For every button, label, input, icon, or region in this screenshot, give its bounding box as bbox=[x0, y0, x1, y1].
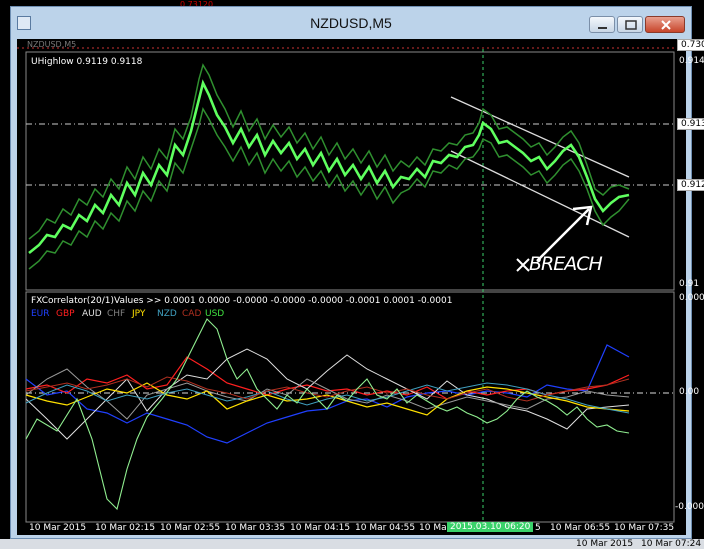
series-aud bbox=[25, 348, 630, 440]
header-price: 0.73002 bbox=[677, 39, 704, 51]
maximize-button[interactable] bbox=[617, 16, 643, 33]
indicator-label: UHighlow 0.9119 0.9118 bbox=[31, 57, 143, 67]
series-jpy bbox=[25, 382, 630, 416]
legend-chf: CHF bbox=[107, 309, 126, 319]
crosshair-time-label: 2015.03.10 06:20 bbox=[447, 522, 534, 532]
time-label: 10 Mar 03:35 bbox=[225, 523, 286, 533]
correlator-label: FXCorrelator(20/1)Values >> 0.0001 0.000… bbox=[31, 296, 453, 306]
legend-gbp: GBP bbox=[56, 309, 75, 319]
envelope-lower bbox=[28, 107, 630, 270]
legend-nzd: NZD bbox=[157, 309, 177, 319]
background-price-label: 0.73120 bbox=[180, 0, 214, 9]
channel-line-upper[interactable] bbox=[450, 96, 630, 178]
legend-cad: CAD bbox=[182, 309, 202, 319]
symbol-tag: NZDUSD,M5 bbox=[27, 40, 77, 49]
breach-annotation[interactable]: BREACH bbox=[529, 253, 603, 275]
title-bar[interactable]: NZDUSD,M5 bbox=[11, 7, 691, 39]
envelope-upper bbox=[28, 63, 630, 240]
close-button[interactable] bbox=[645, 16, 685, 33]
series-cad bbox=[25, 376, 630, 402]
price-scale-top: 0.9145 bbox=[679, 56, 704, 66]
channel-line-lower[interactable] bbox=[450, 150, 630, 238]
taskbar-time-2: 10 Mar 07:24 bbox=[641, 539, 702, 549]
chart-canvas[interactable]: NZDUSD,M5 0.73002 UHighlow 0.9119 0.9118… bbox=[17, 39, 704, 535]
correlator-scale-zero: 0.00 bbox=[679, 387, 700, 397]
correlator-scale-top: 0.0003 bbox=[679, 293, 704, 303]
close-icon bbox=[661, 20, 671, 30]
series-nzd bbox=[25, 382, 630, 414]
time-label: 10 Mar 02:55 bbox=[160, 523, 221, 533]
time-label: 10 Mar 04:15 bbox=[290, 523, 351, 533]
legend-usd: USD bbox=[205, 309, 225, 319]
breach-arrowhead bbox=[572, 205, 593, 226]
taskbar-strip bbox=[0, 539, 704, 549]
series-chf bbox=[25, 368, 630, 420]
series-eur bbox=[25, 344, 630, 444]
time-label: 5 bbox=[535, 523, 541, 533]
legend-aud: AUD bbox=[82, 309, 102, 319]
correlator-scale-bottom: -0.0003 bbox=[675, 502, 704, 512]
chart-svg bbox=[17, 39, 686, 523]
time-label: 10 Mar 2015 bbox=[29, 523, 87, 533]
legend-jpy: JPY bbox=[132, 309, 146, 319]
main-pane-border bbox=[25, 51, 675, 291]
series-usd bbox=[25, 318, 630, 511]
breach-arrow bbox=[536, 208, 590, 262]
price-scale-mid: 0.9132 bbox=[677, 118, 704, 130]
breach-x-mark bbox=[516, 258, 530, 272]
minimize-icon bbox=[598, 27, 607, 29]
time-label: 10 Mar 07:35 bbox=[614, 523, 675, 533]
minimize-button[interactable] bbox=[589, 16, 615, 33]
time-label: 10 Mar 04:55 bbox=[355, 523, 416, 533]
time-label: 10 Mar bbox=[419, 523, 451, 533]
price-scale-bottom: 0.91 bbox=[679, 279, 700, 289]
legend-eur: EUR bbox=[31, 309, 50, 319]
time-label: 10 Mar 06:55 bbox=[550, 523, 611, 533]
window-title: NZDUSD,M5 bbox=[310, 15, 392, 31]
taskbar-time-1: 10 Mar 2015 bbox=[576, 539, 634, 549]
price-line bbox=[28, 79, 630, 255]
maximize-icon bbox=[625, 20, 637, 30]
time-label: 10 Mar 02:15 bbox=[95, 523, 156, 533]
chart-window-icon[interactable] bbox=[17, 16, 31, 30]
correlator-legend: EUR GBP AUD CHF JPY NZD CAD USD bbox=[31, 309, 291, 321]
correlator-pane-border bbox=[25, 291, 675, 523]
chart-window[interactable]: NZDUSD,M5 bbox=[10, 6, 704, 539]
